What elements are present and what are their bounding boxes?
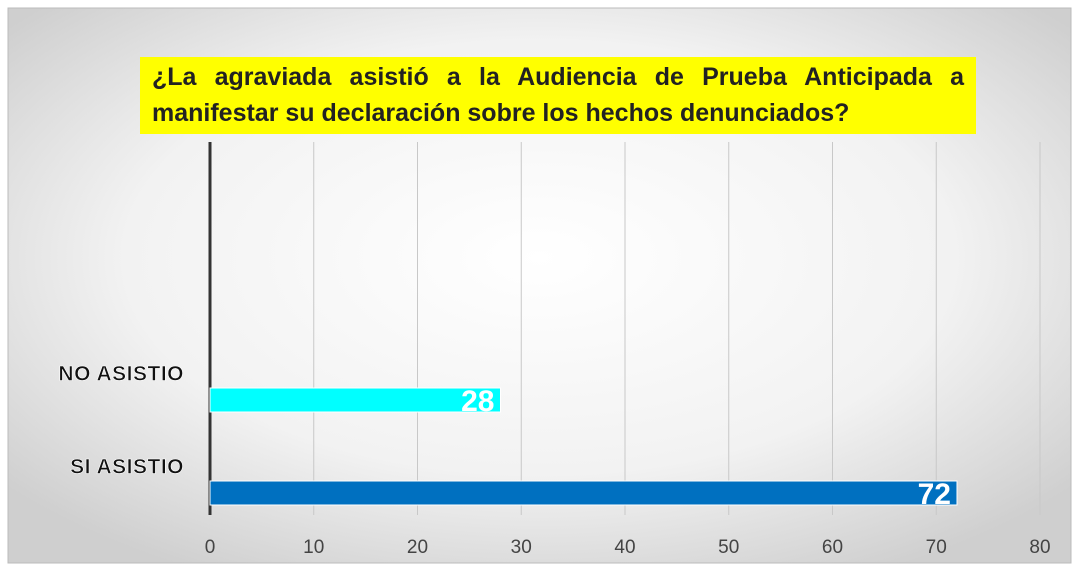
x-tick-label: 60	[822, 537, 843, 558]
chart-title: ¿La agraviada asistió a la Audiencia de …	[140, 57, 976, 134]
x-tick-label: 10	[303, 537, 324, 558]
bar	[209, 387, 501, 413]
x-tick-label: 70	[926, 537, 947, 558]
y-tick-label: NO ASISTIO	[58, 363, 184, 386]
x-tick-label: 80	[1029, 537, 1050, 558]
data-label: 28	[461, 385, 494, 418]
bar	[209, 480, 958, 506]
y-tick-label: SI ASISTIO	[70, 456, 184, 479]
x-tick-label: 20	[407, 537, 428, 558]
x-tick-label: 0	[205, 537, 216, 558]
x-tick-label: 50	[718, 537, 739, 558]
x-tick-label: 30	[511, 537, 532, 558]
x-tick-label: 40	[614, 537, 635, 558]
data-label: 72	[918, 478, 951, 511]
